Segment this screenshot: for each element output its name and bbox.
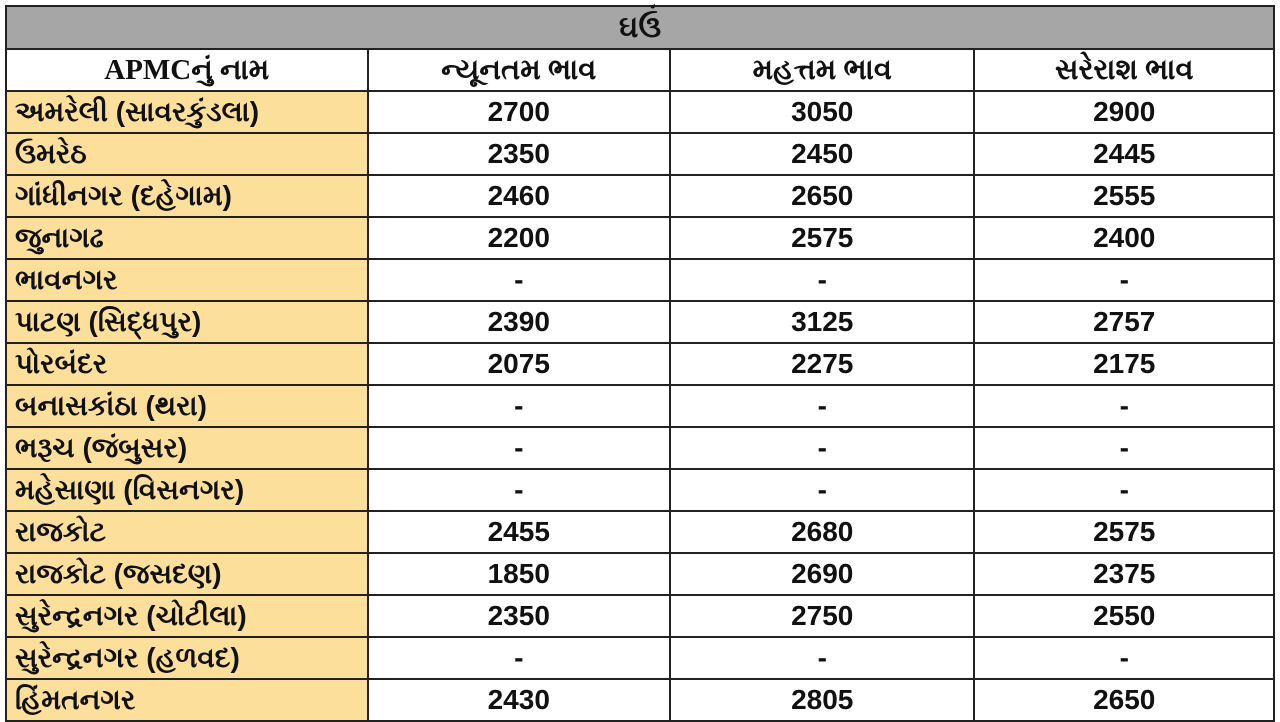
table-row: હિંમતનગર 2430 2805 2650 [5,678,1275,722]
table-row: બનાસકાંઠા (થરા) - - - [5,384,1275,428]
min-price-cell: 2390 [366,300,672,344]
price-table: ઘઉં APMCનું નામ ન્યૂનતમ ભાવ મહત્તમ ભાવ સ… [5,5,1275,722]
apmc-name-cell: રાજકોટ [5,510,369,554]
max-price-cell: 2575 [669,216,976,260]
max-price-cell: - [669,426,976,470]
avg-price-cell: 2375 [973,552,1275,596]
avg-price-cell: - [973,426,1275,470]
avg-price-cell: - [973,468,1275,512]
avg-price-cell: 2550 [973,594,1275,638]
table-row: ગાંધીનગર (દહેગામ) 2460 2650 2555 [5,174,1275,218]
min-price-cell: 2350 [366,594,672,638]
apmc-name-cell: ઉમરેઠ [5,132,369,176]
header-apmc-name: APMCનું નામ [5,48,369,92]
title-row: ઘઉં [5,5,1275,50]
apmc-name-cell: મહેસાણા (વિસનગર) [5,468,369,512]
apmc-name-cell: જુનાગઢ [5,216,369,260]
max-price-cell: 2275 [669,342,976,386]
avg-price-cell: - [973,258,1275,302]
min-price-cell: - [366,468,672,512]
min-price-cell: 2350 [366,132,672,176]
apmc-name-cell: સુરેન્દ્રનગર (ચોટીલા) [5,594,369,638]
table-row: ઉમરેઠ 2350 2450 2445 [5,132,1275,176]
max-price-cell: 2750 [669,594,976,638]
max-price-cell: - [669,384,976,428]
header-min-price: ન્યૂનતમ ભાવ [366,48,672,92]
avg-price-cell: 2757 [973,300,1275,344]
max-price-cell: 3050 [669,90,976,134]
max-price-cell: - [669,258,976,302]
min-price-cell: - [366,258,672,302]
min-price-cell: 2455 [366,510,672,554]
table-row: પાટણ (સિદ્ધપુર) 2390 3125 2757 [5,300,1275,344]
min-price-cell: 2430 [366,678,672,722]
table-row: રાજકોટ 2455 2680 2575 [5,510,1275,554]
max-price-cell: 3125 [669,300,976,344]
min-price-cell: 1850 [366,552,672,596]
max-price-cell: 2690 [669,552,976,596]
table-title: ઘઉં [5,5,1275,50]
apmc-name-cell: રાજકોટ (જસદણ) [5,552,369,596]
min-price-cell: 2460 [366,174,672,218]
apmc-name-cell: બનાસકાંઠા (થરા) [5,384,369,428]
header-row: APMCનું નામ ન્યૂનતમ ભાવ મહત્તમ ભાવ સરેરા… [5,48,1275,92]
apmc-name-cell: પોરબંદર [5,342,369,386]
avg-price-cell: 2575 [973,510,1275,554]
avg-price-cell: - [973,384,1275,428]
apmc-name-cell: સુરેન્દ્રનગર (હળવદ) [5,636,369,680]
min-price-cell: 2700 [366,90,672,134]
apmc-name-cell: હિંમતનગર [5,678,369,722]
header-avg-price: સરેરાશ ભાવ [973,48,1275,92]
min-price-cell: - [366,636,672,680]
avg-price-cell: 2445 [973,132,1275,176]
min-price-cell: - [366,426,672,470]
avg-price-cell: - [973,636,1275,680]
max-price-cell: - [669,468,976,512]
avg-price-cell: 2650 [973,678,1275,722]
table-row: ભાવનગર - - - [5,258,1275,302]
apmc-name-cell: પાટણ (સિદ્ધપુર) [5,300,369,344]
avg-price-cell: 2400 [973,216,1275,260]
max-price-cell: 2805 [669,678,976,722]
apmc-name-cell: અમરેલી (સાવરકુંડલા) [5,90,369,134]
avg-price-cell: 2555 [973,174,1275,218]
max-price-cell: 2680 [669,510,976,554]
table-row: મહેસાણા (વિસનગર) - - - [5,468,1275,512]
avg-price-cell: 2175 [973,342,1275,386]
max-price-cell: 2450 [669,132,976,176]
min-price-cell: 2075 [366,342,672,386]
max-price-cell: - [669,636,976,680]
table-row: પોરબંદર 2075 2275 2175 [5,342,1275,386]
table-row: સુરેન્દ્રનગર (હળવદ) - - - [5,636,1275,680]
table-row: ભરૂચ (જંબુસર) - - - [5,426,1275,470]
apmc-name-cell: ભાવનગર [5,258,369,302]
avg-price-cell: 2900 [973,90,1275,134]
table-row: રાજકોટ (જસદણ) 1850 2690 2375 [5,552,1275,596]
min-price-cell: 2200 [366,216,672,260]
apmc-name-cell: ભરૂચ (જંબુસર) [5,426,369,470]
max-price-cell: 2650 [669,174,976,218]
header-max-price: મહત્તમ ભાવ [669,48,976,92]
apmc-name-cell: ગાંધીનગર (દહેગામ) [5,174,369,218]
table-row: સુરેન્દ્રનગર (ચોટીલા) 2350 2750 2550 [5,594,1275,638]
table-row: જુનાગઢ 2200 2575 2400 [5,216,1275,260]
table-row: અમરેલી (સાવરકુંડલા) 2700 3050 2900 [5,90,1275,134]
min-price-cell: - [366,384,672,428]
